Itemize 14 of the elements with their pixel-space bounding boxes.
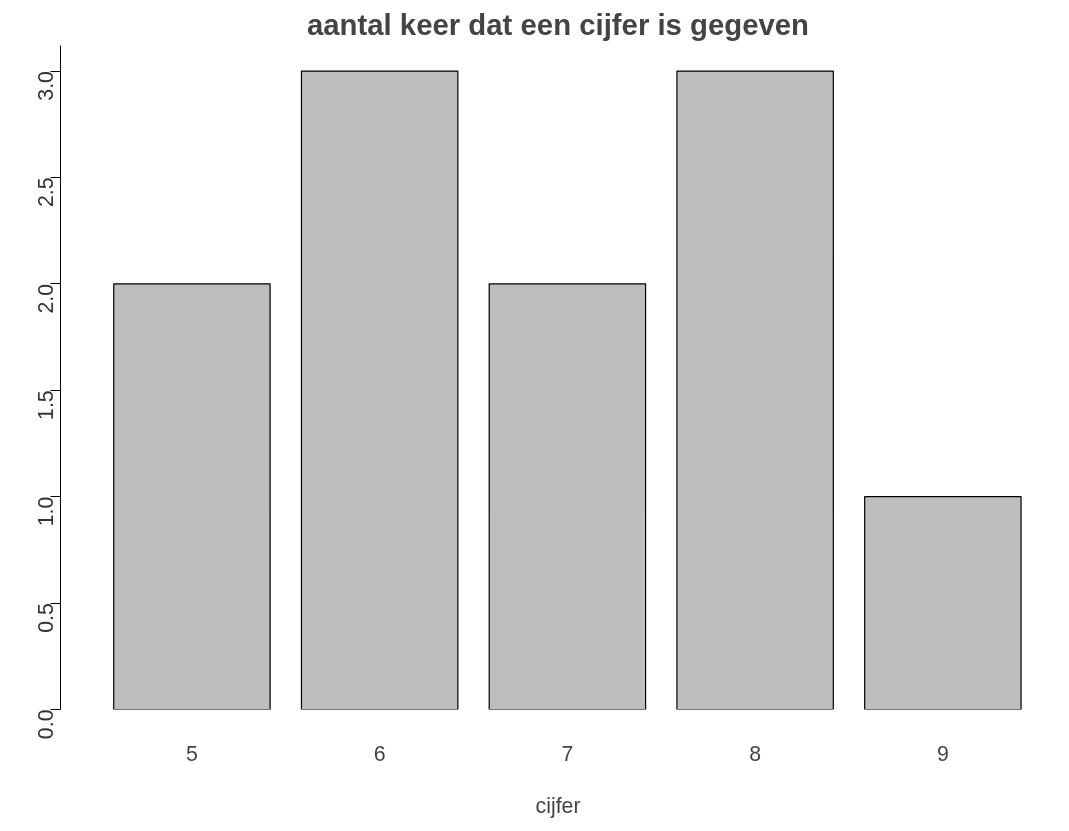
x-tick-label: 8 [749, 741, 762, 766]
y-tick-label: 3.0 [34, 70, 58, 101]
y-tick-label: 0.5 [34, 603, 58, 633]
y-tick-label: 1.0 [34, 496, 58, 527]
y-tick-label: 1.5 [34, 390, 58, 420]
x-tick-label: 9 [936, 741, 949, 766]
x-tick-label: 5 [185, 741, 198, 766]
x-axis-title: cijfer [535, 793, 581, 818]
x-tick-label: 7 [561, 741, 574, 766]
chart-title: aantal keer dat een cijfer is gegeven [306, 7, 810, 41]
x-tick-label: 6 [373, 741, 386, 766]
y-tick-label: 2.5 [34, 177, 58, 208]
y-tick-label: 0.0 [34, 709, 58, 740]
y-tick-label: 2.0 [34, 283, 58, 314]
